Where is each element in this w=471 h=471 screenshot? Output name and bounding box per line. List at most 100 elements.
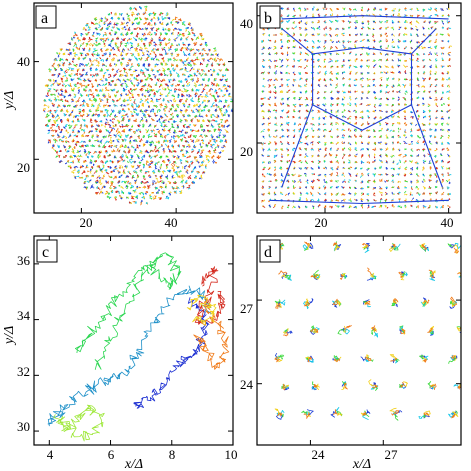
trajectory-a xyxy=(186,114,190,118)
trajectory-b xyxy=(448,85,450,88)
trajectory-b xyxy=(368,161,371,164)
trajectory-a xyxy=(126,125,130,128)
trajectory-a xyxy=(126,165,128,168)
trajectory-b xyxy=(297,180,300,183)
trajectory-b xyxy=(354,147,357,149)
trajectory-b xyxy=(337,147,339,150)
trajectory-a xyxy=(206,124,209,127)
trajectory-a xyxy=(81,164,85,168)
trajectory-a xyxy=(109,73,112,77)
trajectory-a xyxy=(225,78,228,82)
trajectory-a xyxy=(57,92,60,95)
trajectory-a xyxy=(148,184,151,188)
trajectory-a xyxy=(212,69,216,72)
trajectory-b xyxy=(380,198,383,201)
trajectory-b xyxy=(268,85,271,88)
trajectory-a xyxy=(204,166,207,169)
trajectory-a xyxy=(65,48,70,51)
trajectory-b xyxy=(409,191,412,194)
trajectory-b xyxy=(361,198,364,201)
trajectory-b xyxy=(322,104,326,107)
trajectory-a xyxy=(77,86,80,90)
trajectory-a xyxy=(89,185,93,189)
trajectory-a xyxy=(177,155,180,159)
trajectory-b xyxy=(340,194,344,196)
trajectory-b xyxy=(367,123,370,126)
trajectory-b xyxy=(448,179,451,182)
trajectory-b xyxy=(372,173,375,176)
trajectory-a xyxy=(79,104,82,107)
trajectory-a xyxy=(75,143,78,147)
trajectory-b xyxy=(341,98,344,101)
trajectory-a xyxy=(155,186,158,189)
trajectory-b xyxy=(274,86,276,88)
trajectory-b xyxy=(422,148,426,151)
trajectory-a xyxy=(76,140,80,144)
trajectory-a xyxy=(129,182,132,186)
trajectory-a xyxy=(158,131,161,135)
trajectory-a xyxy=(128,89,130,93)
trajectory-b xyxy=(385,173,388,176)
trajectory-a xyxy=(208,119,211,122)
trajectory-a xyxy=(155,98,159,101)
trajectory-a xyxy=(97,187,101,191)
trajectory-a xyxy=(168,149,171,153)
trajectory-a xyxy=(108,144,111,148)
trajectory-b xyxy=(269,180,272,182)
trajectory-b xyxy=(397,148,400,151)
trajectory-b xyxy=(336,77,339,80)
trajectory-a xyxy=(80,53,83,57)
trajectory-b xyxy=(342,172,344,175)
trajectory-b xyxy=(403,162,405,164)
trajectory-a xyxy=(157,27,160,31)
trajectory-a xyxy=(177,43,181,46)
trajectory-b xyxy=(367,121,369,124)
trajectory-a xyxy=(106,69,110,72)
trajectory-a xyxy=(206,63,209,66)
trajectory-b xyxy=(380,199,383,201)
trajectory-a xyxy=(96,124,100,128)
trajectory-a xyxy=(200,109,204,112)
trajectory-b xyxy=(341,115,344,118)
trajectory-a xyxy=(177,88,181,91)
trajectory-a xyxy=(127,119,130,123)
trajectory-a xyxy=(101,177,104,180)
trajectory-a xyxy=(109,166,112,170)
trajectory-a xyxy=(114,114,117,117)
trajectory-b xyxy=(335,186,338,189)
trajectory-b xyxy=(355,167,358,169)
trajectory-b xyxy=(373,136,375,139)
trajectory-a xyxy=(57,154,60,157)
trajectory-a xyxy=(106,129,110,133)
trajectory-b xyxy=(403,140,406,143)
trajectory-a xyxy=(79,166,83,169)
trajectory-a xyxy=(150,19,153,22)
trajectory-a xyxy=(153,93,157,96)
trajectory-b xyxy=(360,204,363,207)
trajectory-b xyxy=(435,84,438,87)
trajectory-a xyxy=(186,27,190,30)
trajectory-b xyxy=(424,115,427,118)
trajectory-b xyxy=(261,173,264,176)
trajectory-b xyxy=(275,179,278,182)
trajectory-a xyxy=(122,99,125,103)
trajectory-a xyxy=(141,109,144,113)
trajectory-a xyxy=(106,109,109,112)
trajectory-b xyxy=(448,155,451,158)
trajectory-a xyxy=(173,78,176,81)
trajectory-a xyxy=(78,82,82,86)
trajectory-a xyxy=(118,149,121,153)
trajectory-a xyxy=(57,74,60,78)
trajectory-a xyxy=(128,108,130,111)
trajectory-b xyxy=(318,79,321,82)
trajectory-b xyxy=(286,91,289,94)
trajectory-a xyxy=(95,90,99,92)
trajectory-b xyxy=(329,180,332,182)
trajectory-a xyxy=(162,67,165,71)
trajectory-a xyxy=(167,118,171,121)
trajectory-a xyxy=(212,104,216,107)
trajectory-a xyxy=(225,68,228,72)
trajectory-a xyxy=(200,115,204,118)
trajectory-a xyxy=(78,97,81,101)
